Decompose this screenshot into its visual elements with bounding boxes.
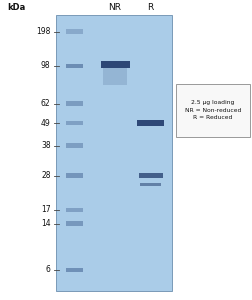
- Bar: [66, 143, 83, 148]
- Bar: [100, 61, 129, 68]
- Text: kDa: kDa: [7, 3, 25, 12]
- Bar: [139, 182, 161, 186]
- Bar: [55, 15, 171, 291]
- Bar: [66, 121, 83, 125]
- Text: 198: 198: [36, 27, 50, 36]
- Bar: [103, 68, 126, 85]
- Text: 49: 49: [41, 118, 50, 127]
- Bar: [66, 101, 83, 106]
- Text: 6: 6: [46, 266, 50, 274]
- Text: 62: 62: [41, 99, 50, 108]
- Bar: [137, 120, 163, 126]
- Text: 2.5 μg loading
NR = Non-reduced
R = Reduced: 2.5 μg loading NR = Non-reduced R = Redu…: [184, 100, 240, 120]
- Text: 38: 38: [41, 141, 50, 150]
- Bar: [66, 221, 83, 226]
- Bar: [66, 29, 83, 34]
- Bar: [66, 173, 83, 178]
- Text: NR: NR: [108, 3, 121, 12]
- Text: 28: 28: [41, 171, 50, 180]
- Bar: [138, 173, 162, 178]
- Text: 17: 17: [41, 206, 50, 214]
- Bar: [175, 84, 249, 136]
- Text: 14: 14: [41, 219, 50, 228]
- Bar: [66, 64, 83, 68]
- Bar: [66, 208, 83, 212]
- Text: 98: 98: [41, 61, 50, 70]
- Text: R: R: [147, 3, 153, 12]
- Bar: [66, 268, 83, 272]
